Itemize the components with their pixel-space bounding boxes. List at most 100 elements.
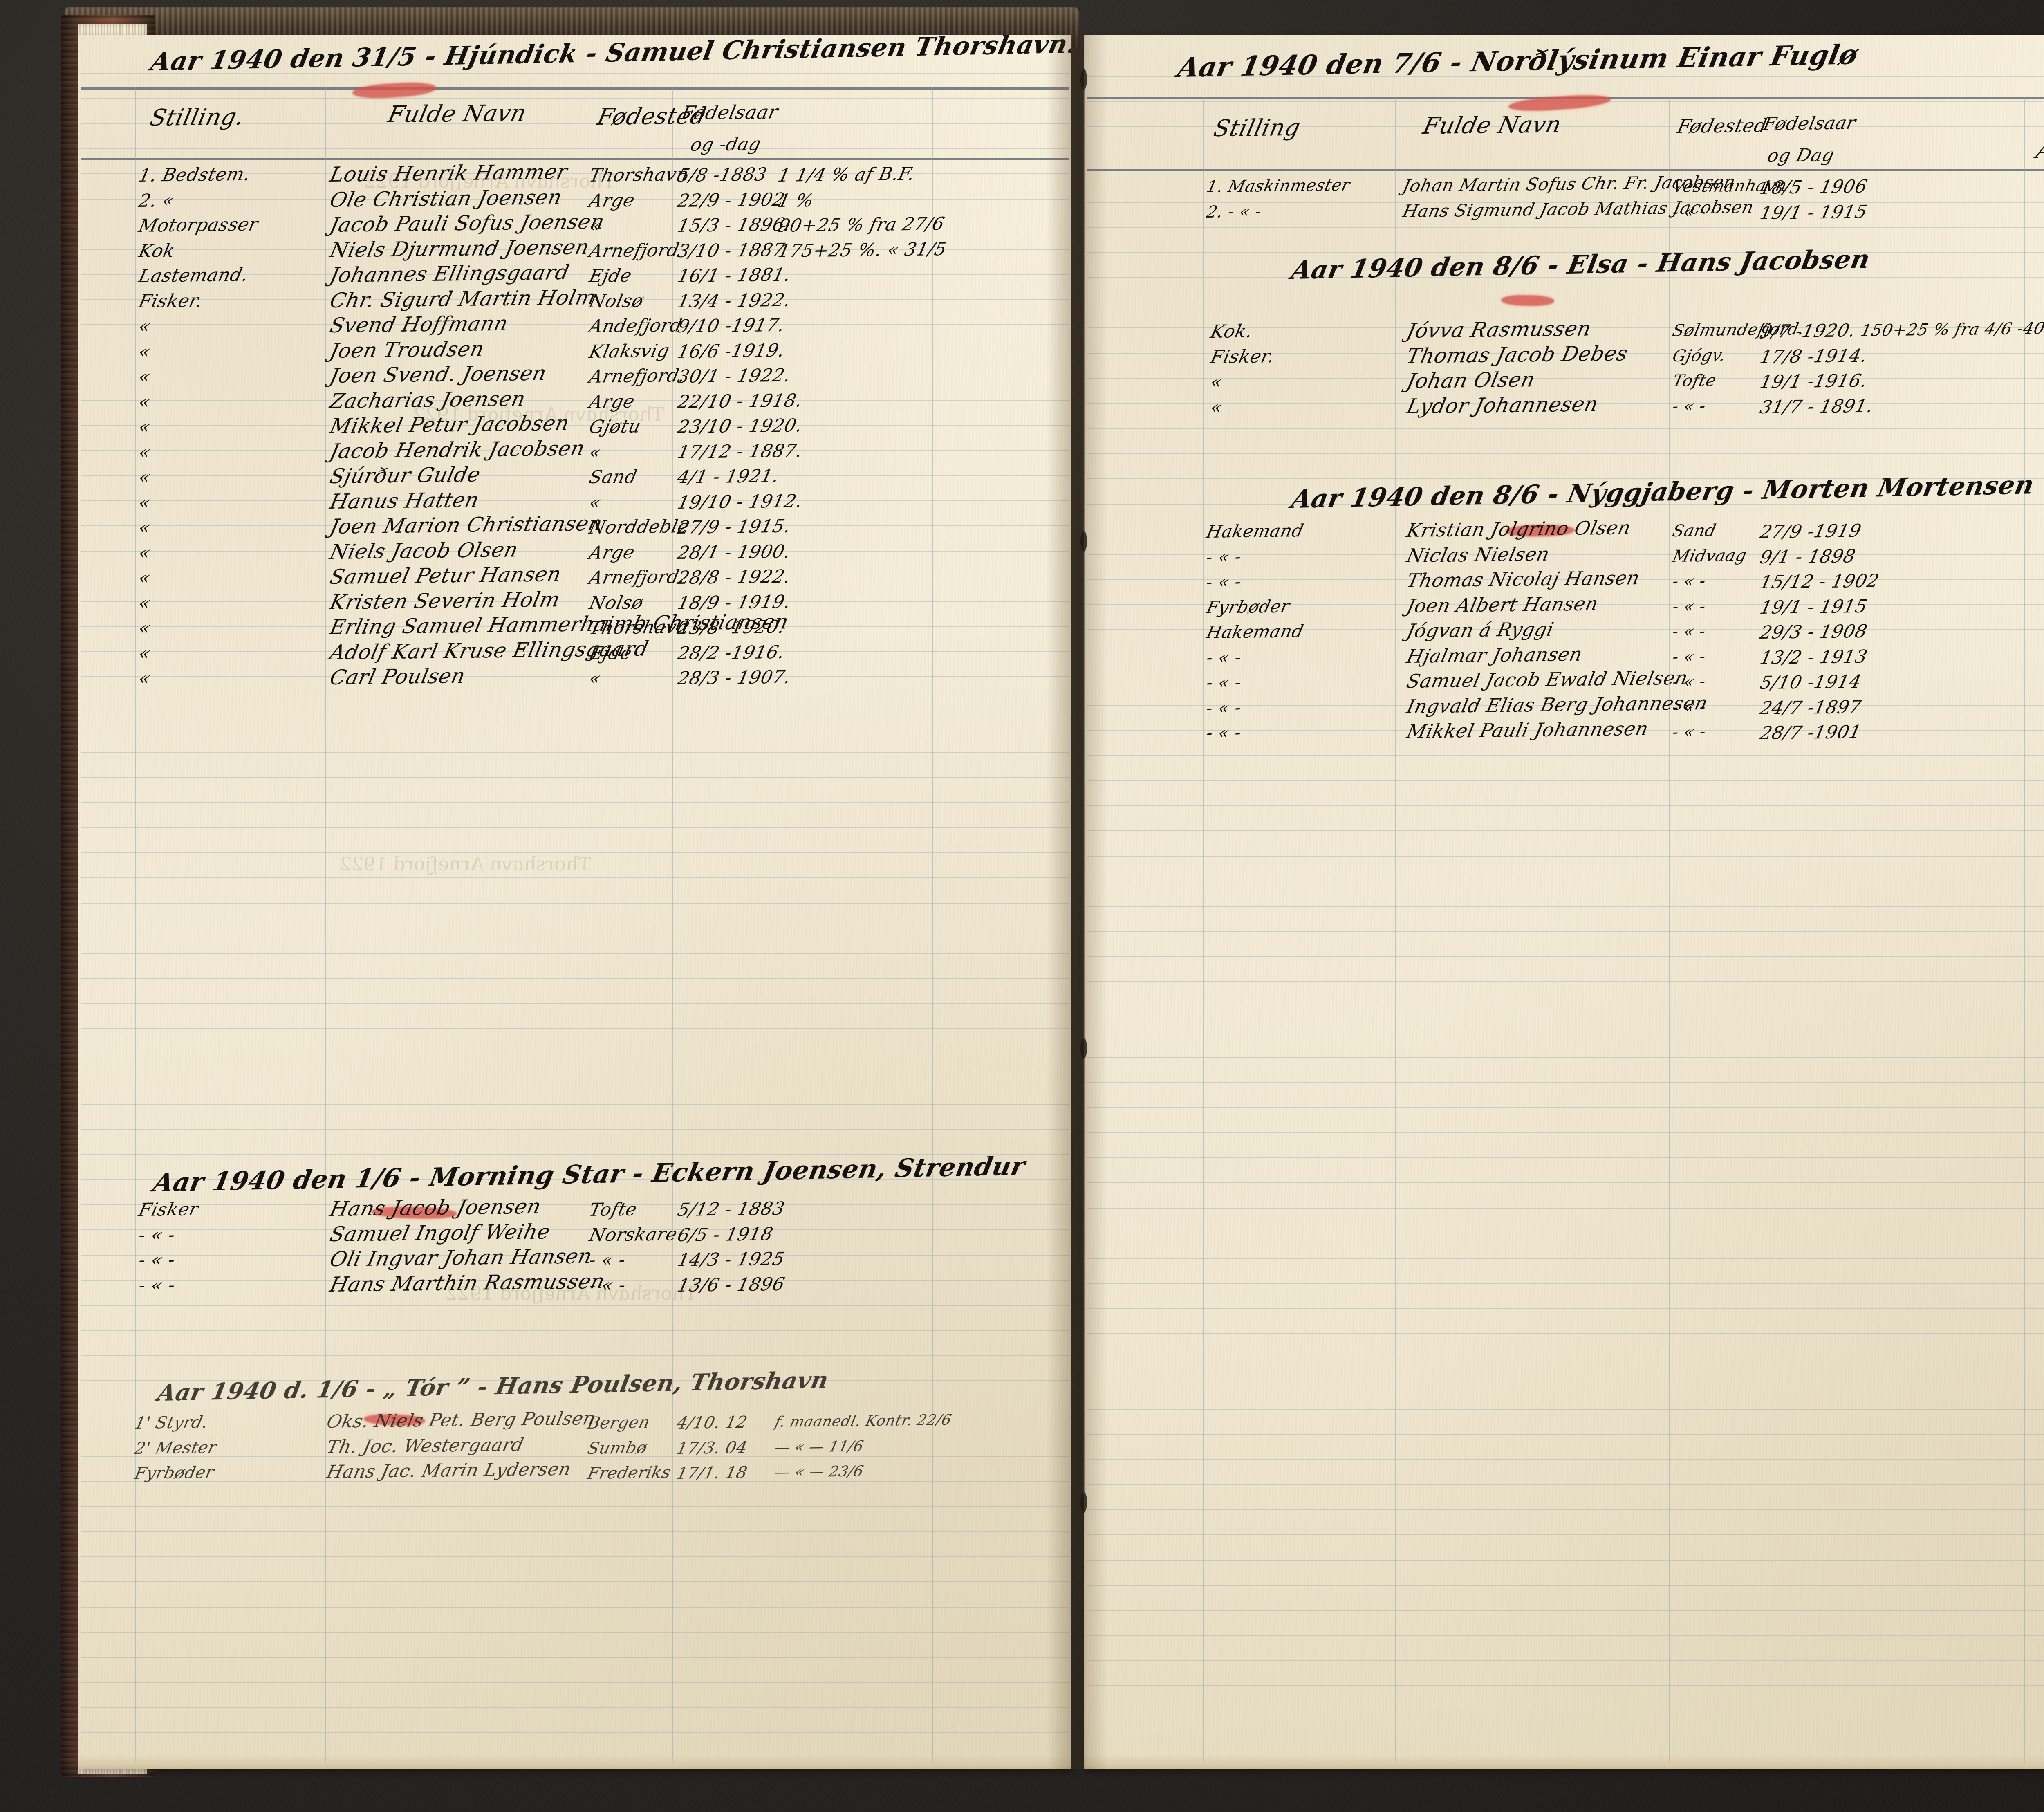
feint-rule [1087,252,2044,253]
column-header-stilling: Stilling [1211,114,1303,142]
row-fodt: 17/8 -1914. [1758,345,1869,368]
feint-rule [81,626,1069,627]
row-navn: Lydor Johannesen [1404,392,1601,418]
row-fodested: - « - [1670,572,1708,591]
row-fodested: - « - [1670,597,1708,616]
feint-rule [81,274,1069,275]
feint-rule [1087,478,2044,479]
feint-rule [1087,704,2044,706]
row-navn: Joen Troudsen [327,336,487,363]
row-stilling: - « - [137,1249,177,1271]
feint-rule [1087,1434,2044,1435]
row-anm: 1 % [776,190,816,211]
feint-rule [81,1682,1069,1683]
row-fodested: - « - [1670,202,1708,222]
row-fodt: 5/12 - 1883 [675,1198,787,1220]
row-fodt: 19/1 -1916. [1758,370,1869,392]
row-navn: Sjúrður Gulde [327,462,483,488]
row-fodested: - « - [1670,647,1708,666]
row-fodested: Sumbø [585,1438,649,1458]
feint-rule [81,651,1069,652]
row-navn: Samuel Petur Hansen [327,562,564,589]
feint-rule [1087,755,2044,756]
row-fodt: 29/3 - 1908 [1758,621,1869,643]
feint-rule [81,902,1069,904]
row-navn: Jacob Hendrik Jacobsen [327,436,587,463]
feint-rule [81,1732,1069,1733]
header-bottom-rule [1087,169,2044,171]
feint-rule [1087,1534,2044,1535]
feint-rule [81,877,1069,878]
row-stilling: 2. - « - [1204,202,1264,222]
feint-rule [81,1556,1069,1557]
feint-rule [81,249,1069,250]
row-anm: f. maanedl. Kontr. 22/6 [773,1411,953,1431]
row-fodested: Arnefjord. [587,566,688,588]
feint-rule [1087,906,2044,907]
feint-rule [1087,1509,2044,1510]
row-fodt: 28/2 -1916. [675,641,787,664]
row-fodt: 16/6 -1919. [675,340,787,362]
row-fodested: Thorshavn [587,617,691,639]
row-fodested: - « - [1670,396,1708,416]
row-fodt: 28/1 - 1900. [675,541,793,563]
row-fodt: 13/4 - 1922. [675,289,793,312]
row-stilling: Kok. [1208,321,1255,342]
feint-rule [1087,1660,2044,1661]
feint-rule [1087,830,2044,831]
column-header-fodested: Fødested [1675,114,1769,137]
right-page: Stilling Fulde Navn Fødested Fødelsaar og Da… [1084,35,2044,1769]
binding-thread [1083,551,1085,1040]
row-navn: Hjalmar Johansen [1405,643,1585,667]
row-fodt: 9/1 - 1898 [1758,545,1858,568]
row-fodested: - « - [1670,672,1708,691]
row-fodested: Klaksvig [587,340,672,362]
row-fodt: 23/8 -1920. [675,616,787,639]
row-fodt: 28/7 -1901 [1758,722,1863,744]
binding-thread [1083,1058,1085,1494]
right-page-paper [1084,35,2044,1769]
row-fodt: 19/1 - 1915 [1758,596,1869,618]
row-fodt: 17/12 - 1887. [675,440,805,463]
table-top-rule [81,87,1069,90]
row-stilling: - « - [1204,697,1244,718]
feint-rule [81,1003,1069,1004]
feint-rule [1087,981,2044,982]
row-fodt: 30/1 - 1922. [675,365,793,387]
row-fodested: - « - [1670,697,1708,717]
row-stilling: Fisker. [1208,345,1277,368]
row-fodested: Frederiks [585,1463,673,1483]
row-navn: Niels Jacob Olsen [327,537,520,564]
feint-rule [81,1204,1069,1205]
row-navn: Kristian Jolgrino Olsen [1405,516,1633,541]
row-fodt: 17/3. 04 [675,1438,749,1458]
row-navn: Chr. Sigurd Martin Holm [327,285,598,312]
row-stilling: Lastemand. [137,264,251,287]
row-fodested: Arnefjord [587,239,681,262]
row-anm: — « — 23/6 [773,1463,865,1481]
column-divider-0 [1203,97,1204,1765]
row-stilling: 2' Mester [132,1438,219,1458]
feint-rule [1087,76,2044,77]
feint-rule [81,123,1069,124]
feint-rule [81,500,1069,501]
row-fodested: Tofte [1670,371,1718,390]
feint-rule [1087,1308,2044,1309]
feint-rule [81,1028,1069,1029]
row-navn: Svend Hoffmann [327,311,511,337]
feint-rule [1087,1258,2044,1259]
feint-rule [81,1581,1069,1582]
binding-stitch [1080,1038,1087,1059]
row-stilling: Hakemand [1204,621,1306,642]
row-fodt: 18/5 - 1906 [1758,176,1869,198]
feint-rule [81,98,1069,99]
feint-rule [81,1254,1069,1256]
row-stilling: - « - [137,1224,177,1246]
column-header-ogdag: og -dag [688,133,763,155]
row-fodt: 9/10 -1917. [675,314,787,337]
feint-rule [1087,956,2044,957]
feint-rule [1087,1408,2044,1410]
feint-rule [81,525,1069,526]
feint-rule [81,1632,1069,1633]
row-fodested: - « - [587,1249,628,1271]
